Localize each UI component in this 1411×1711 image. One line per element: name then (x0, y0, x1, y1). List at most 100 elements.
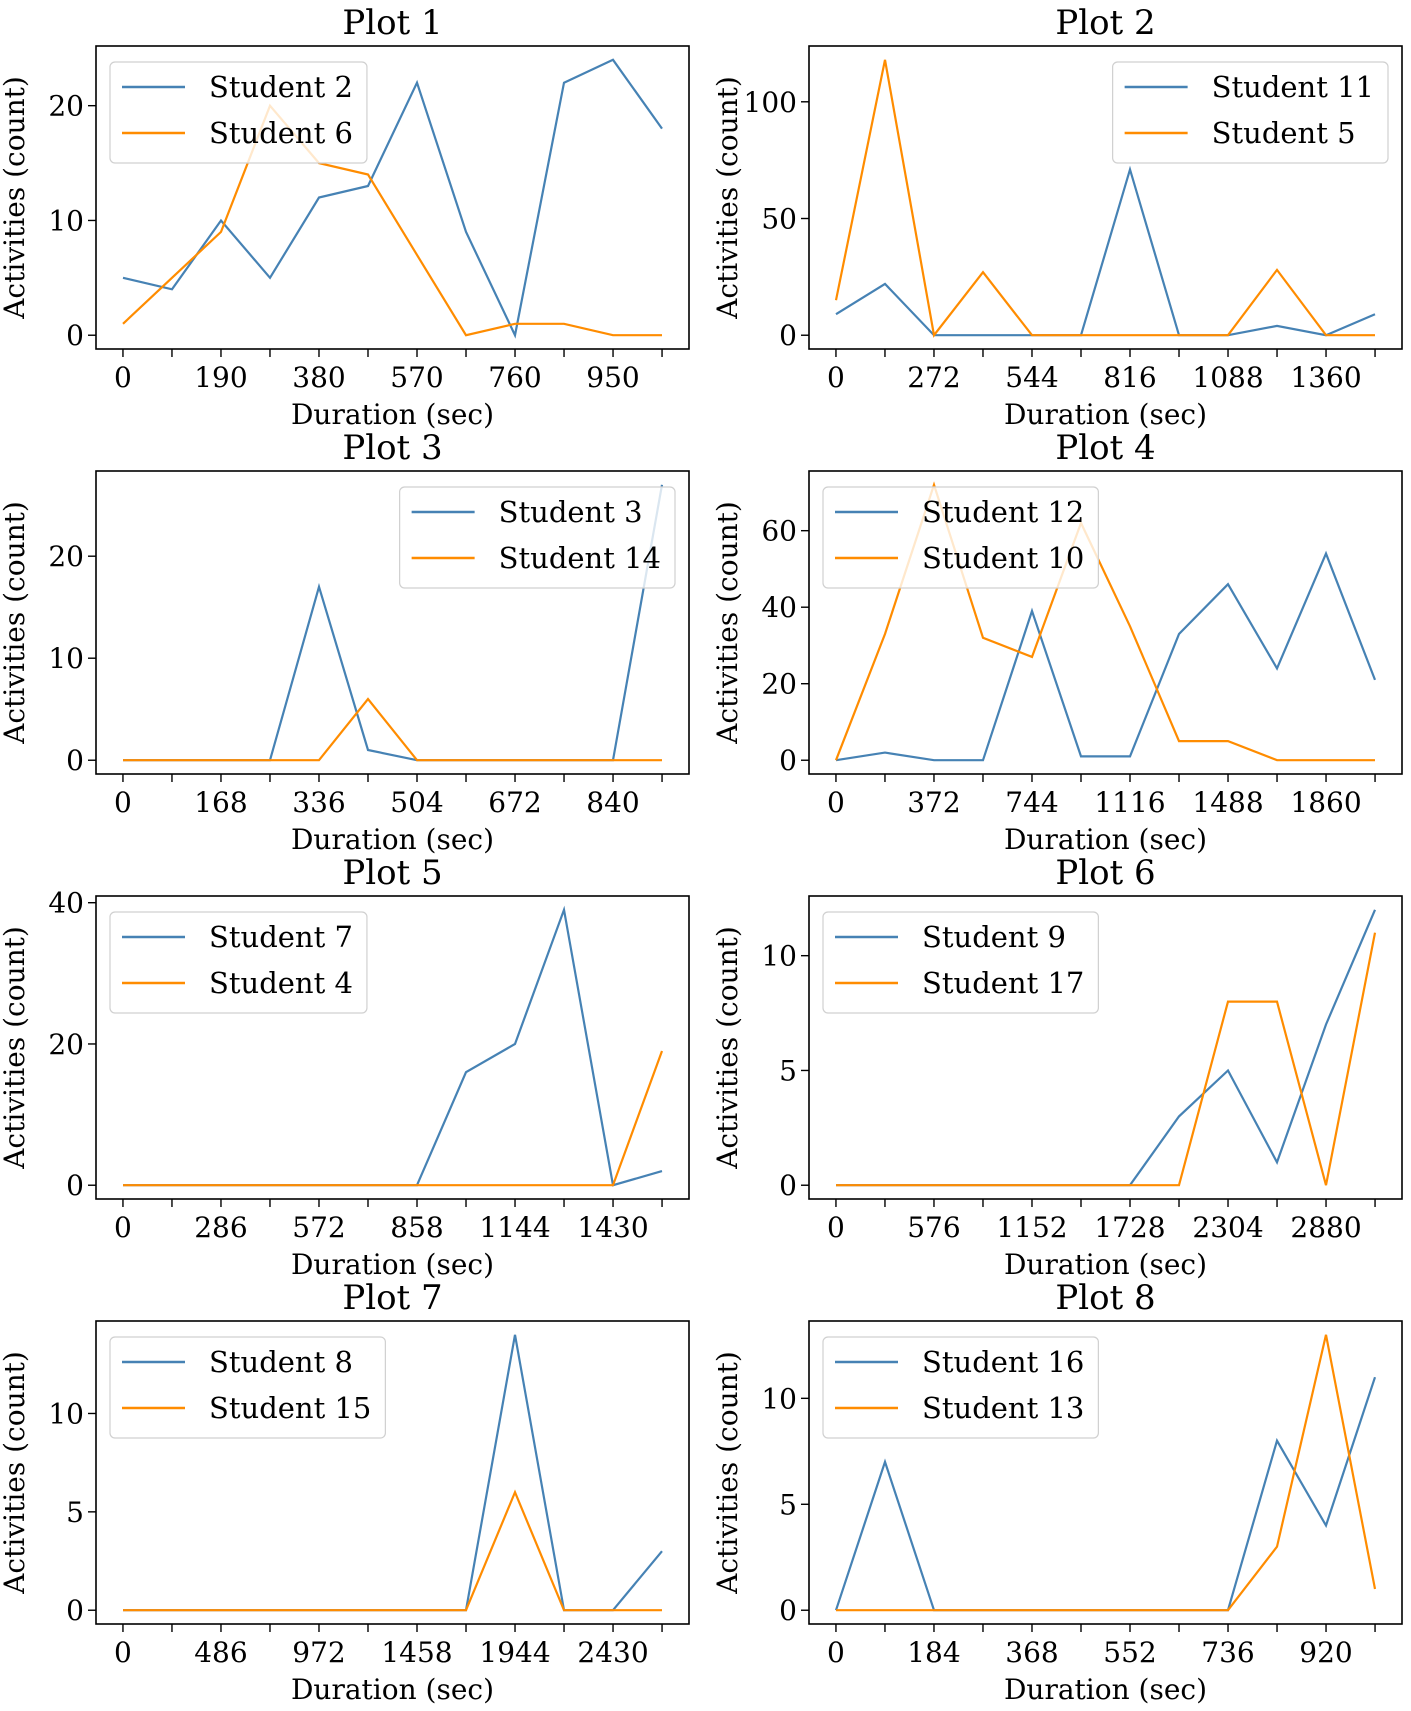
series-group (834, 59, 1376, 338)
subplot-7: Plot 7 0 486 972 1458 1944 2430 0 5 10 Duration (s… (0, 1278, 690, 1706)
series-group (123, 1334, 663, 1612)
y-tick-label: 10 (761, 940, 797, 973)
x-tick-label: 0 (114, 786, 132, 819)
subplot-8: Plot 8 0 184 368 552 736 920 0 5 10 Duration (sec)… (711, 1278, 1403, 1706)
subplot-4: Plot 4 0 372 744 1116 1488 1860 0 20 40 60 Duration… (711, 428, 1403, 856)
x-tick-label: 184 (907, 1636, 960, 1669)
x-tick-label: 760 (488, 361, 541, 394)
axes-frame (95, 1320, 690, 1625)
legend: Student 2 Student 6 (109, 61, 368, 164)
series-line-student-14 (123, 697, 662, 762)
y-tick-label: 20 (48, 90, 84, 123)
x-axis-label: Duration (sec) (291, 398, 494, 431)
x-axis-label: Duration (sec) (1004, 1673, 1207, 1706)
y-axis-label: Activities (count) (711, 1351, 744, 1595)
legend: Student 12 Student 10 (822, 486, 1099, 589)
y-tick-label: 40 (48, 887, 84, 920)
x-tick-label: 552 (1103, 1636, 1156, 1669)
x-tick-label: 920 (1299, 1636, 1352, 1669)
y-tick-label: 20 (761, 668, 797, 701)
series-line-student-15 (123, 1489, 662, 1612)
plot-title: Plot 2 (1055, 3, 1155, 43)
legend-label: Student 9 (922, 920, 1066, 954)
subplot-6: Plot 6 0 576 1152 1728 2304 2880 0 5 10 Duration (… (711, 853, 1403, 1281)
legend-item: Student 9 (835, 920, 1066, 954)
x-tick-label: 950 (586, 361, 639, 394)
legend-label: Student 4 (209, 966, 353, 1000)
legend: Student 9 Student 17 (822, 911, 1099, 1014)
legend: Student 8 Student 15 (109, 1336, 386, 1439)
x-axis-label: Duration (sec) (1004, 1248, 1207, 1281)
legend-label: Student 8 (209, 1345, 353, 1379)
x-tick-label: 1944 (479, 1636, 550, 1669)
legend-label: Student 5 (1212, 116, 1356, 150)
y-tick-label: 10 (48, 1397, 84, 1430)
legend-label: Student 12 (922, 495, 1084, 529)
axes-frame (808, 895, 1403, 1200)
x-tick-label: 372 (907, 786, 960, 819)
series-line-student-12 (835, 550, 1377, 762)
y-axis-label: Activities (count) (0, 76, 31, 320)
legend-label: Student 2 (209, 70, 353, 104)
series-line-student-4 (123, 1050, 664, 1187)
legend: Student 11 Student 5 (1112, 61, 1389, 164)
plot-title: Plot 6 (1055, 853, 1155, 893)
series-line-student-13 (836, 1334, 1377, 1612)
series-group (836, 909, 1377, 1187)
legend-label: Student 6 (209, 116, 353, 150)
x-tick-label: 272 (907, 361, 960, 394)
y-tick-label: 20 (48, 1028, 84, 1061)
legend-item: Student 2 (122, 70, 353, 104)
y-tick-label: 0 (779, 1594, 797, 1627)
legend-label: Student 11 (1212, 70, 1374, 104)
y-tick-label: 40 (761, 591, 797, 624)
legend-item: Student 13 (835, 1391, 1084, 1425)
x-tick-label: 2880 (1290, 1211, 1361, 1244)
y-tick-label: 60 (761, 515, 797, 548)
y-tick-label: 5 (779, 1488, 797, 1521)
y-axis-label: Activities (count) (711, 76, 744, 320)
plot-title: Plot 4 (1055, 428, 1155, 468)
x-tick-label: 816 (1103, 361, 1156, 394)
x-tick-label: 544 (1005, 361, 1058, 394)
axes-frame (95, 895, 690, 1200)
x-tick-label: 1860 (1290, 786, 1361, 819)
y-tick-label: 50 (761, 203, 797, 236)
x-tick-label: 0 (114, 361, 132, 394)
x-tick-label: 972 (292, 1636, 345, 1669)
legend-label: Student 15 (209, 1391, 371, 1425)
x-axis-label: Duration (sec) (1004, 823, 1207, 856)
legend-item: Student 16 (835, 1345, 1084, 1379)
axes-frame (808, 45, 1403, 350)
legend-item: Student 17 (835, 966, 1084, 1000)
x-tick-label: 0 (827, 1636, 845, 1669)
x-tick-label: 2430 (577, 1636, 648, 1669)
x-axis-label: Duration (sec) (291, 1673, 494, 1706)
x-axis-label: Duration (sec) (291, 823, 494, 856)
x-tick-label: 380 (292, 361, 345, 394)
legend-item: Student 8 (122, 1345, 353, 1379)
x-tick-label: 1088 (1192, 361, 1263, 394)
legend-item: Student 11 (1124, 70, 1374, 104)
x-tick-label: 576 (907, 1211, 960, 1244)
series-group (123, 905, 664, 1187)
x-tick-label: 286 (194, 1211, 247, 1244)
legend-item: Student 10 (835, 541, 1084, 575)
legend-item: Student 7 (122, 920, 353, 954)
plot-title: Plot 8 (1055, 1278, 1155, 1318)
y-tick-label: 0 (779, 319, 797, 352)
x-tick-label: 1458 (381, 1636, 452, 1669)
y-tick-label: 5 (779, 1054, 797, 1087)
plot-title: Plot 1 (342, 3, 442, 43)
plot-title: Plot 7 (342, 1278, 442, 1318)
x-tick-label: 0 (114, 1211, 132, 1244)
x-tick-label: 1488 (1192, 786, 1263, 819)
x-tick-label: 190 (194, 361, 247, 394)
subplot-3: Plot 3 0 168 336 504 672 840 0 10 20 Duration (sec… (0, 428, 690, 856)
x-tick-label: 0 (827, 786, 845, 819)
y-tick-label: 10 (761, 1382, 797, 1415)
legend-item: Student 12 (835, 495, 1084, 529)
axes-frame (95, 470, 690, 775)
series-group (834, 1334, 1377, 1612)
